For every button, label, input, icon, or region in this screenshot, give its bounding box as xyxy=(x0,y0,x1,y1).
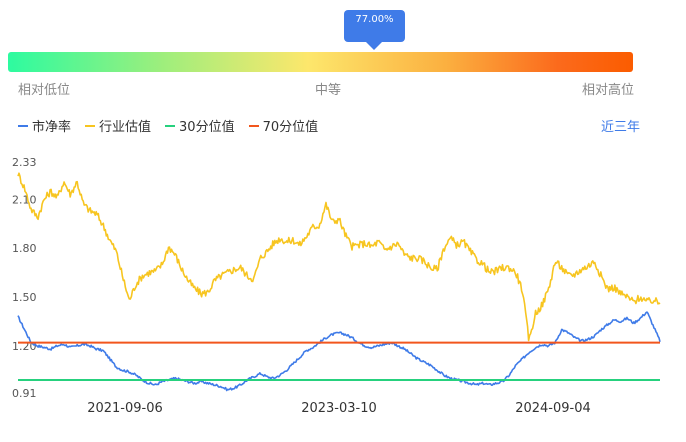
mid-position-label: 中等 xyxy=(315,83,342,98)
legend-swatch-p70 xyxy=(248,124,259,127)
legend-item-p30[interactable]: 30分位值 xyxy=(165,116,235,135)
legend-label-industry: 行业估值 xyxy=(99,120,152,135)
y-tick-label: 1.80 xyxy=(12,242,37,255)
valuation-gradient-bar xyxy=(8,52,633,72)
high-position-label: 相对高位 xyxy=(582,83,635,98)
legend-item-p70[interactable]: 70分位值 xyxy=(248,116,319,135)
legend-swatch-pb xyxy=(18,124,28,127)
legend-label-p30: 30分位值 xyxy=(179,120,235,135)
legend-swatch-p30 xyxy=(165,124,176,127)
x-tick-label: 2021-09-06 xyxy=(87,401,163,416)
legend-swatch-industry xyxy=(85,124,96,127)
y-tick-label: 2.10 xyxy=(12,193,37,206)
legend-item-pb[interactable]: 市净率 xyxy=(18,116,71,135)
percentile-tooltip-text: 77.00% xyxy=(355,14,394,25)
y-tick-label: 2.33 xyxy=(12,156,37,169)
x-tick-label: 2023-03-10 xyxy=(301,401,377,416)
legend-label-p70: 70分位值 xyxy=(262,120,319,135)
low-position-label: 相对低位 xyxy=(18,83,71,98)
series-line-1 xyxy=(17,172,661,342)
time-range-selector[interactable]: 近三年 xyxy=(600,120,640,135)
chart-legend: 市净率 行业估值 30分位值 70分位值 xyxy=(18,116,318,135)
legend-label-pb: 市净率 xyxy=(32,120,72,135)
x-tick-label: 2024-09-04 xyxy=(515,401,591,416)
y-tick-label: 0.91 xyxy=(12,387,37,400)
y-tick-label: 1.50 xyxy=(12,291,37,304)
percentile-tooltip: 77.00% xyxy=(344,10,405,50)
legend-item-industry[interactable]: 行业估值 xyxy=(85,116,151,135)
series-line-0 xyxy=(17,311,661,392)
